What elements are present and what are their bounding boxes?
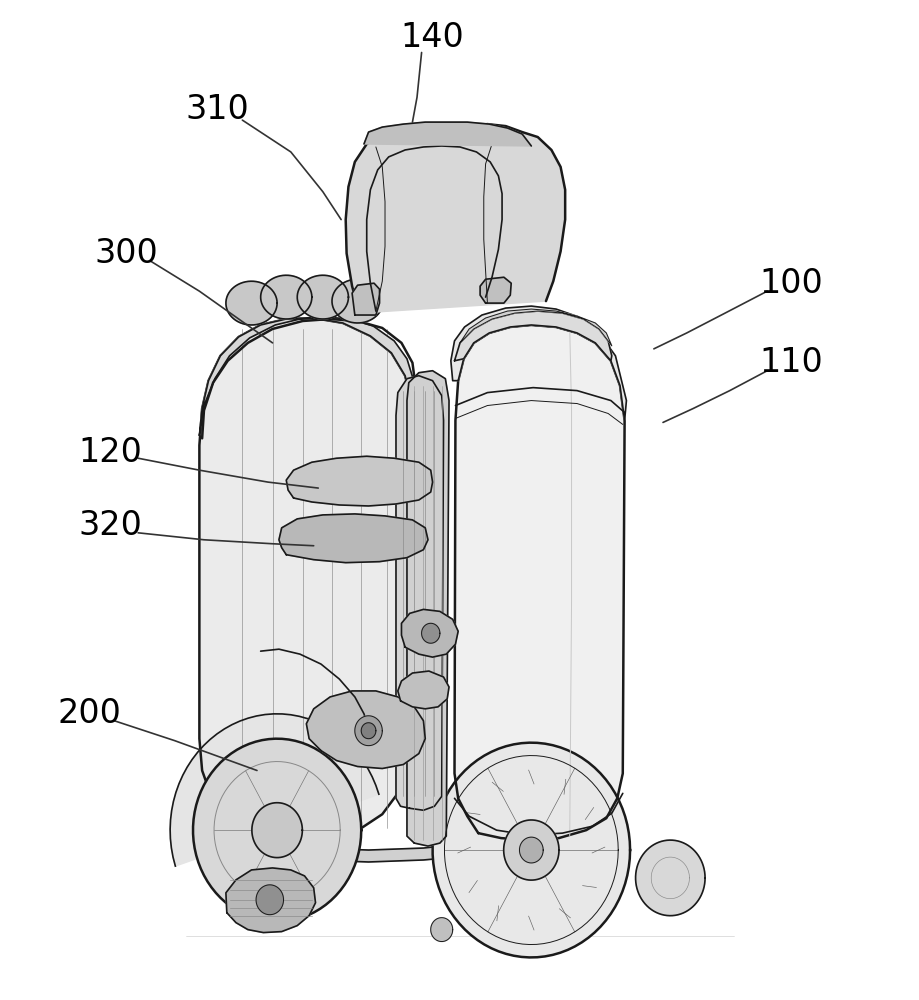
Polygon shape (346, 124, 564, 313)
Polygon shape (199, 318, 415, 838)
Text: 310: 310 (186, 93, 249, 126)
Text: 140: 140 (401, 21, 464, 54)
Polygon shape (430, 918, 452, 942)
Polygon shape (460, 309, 611, 346)
Polygon shape (226, 281, 277, 325)
Text: 110: 110 (758, 346, 822, 379)
Text: 120: 120 (79, 436, 142, 469)
Polygon shape (286, 456, 432, 506)
Polygon shape (3, 3, 916, 997)
Polygon shape (421, 623, 439, 643)
Text: 320: 320 (79, 509, 142, 542)
Polygon shape (364, 122, 531, 146)
Polygon shape (199, 317, 415, 435)
Polygon shape (454, 311, 611, 361)
Polygon shape (503, 820, 559, 880)
Polygon shape (635, 840, 704, 916)
Polygon shape (395, 376, 443, 810)
Polygon shape (661, 843, 686, 876)
Polygon shape (255, 885, 283, 915)
Polygon shape (230, 833, 504, 862)
Polygon shape (397, 671, 448, 709)
Polygon shape (401, 609, 458, 657)
Text: 300: 300 (95, 237, 158, 270)
Polygon shape (450, 306, 626, 420)
Polygon shape (278, 514, 427, 563)
Polygon shape (361, 723, 376, 739)
Polygon shape (170, 714, 379, 866)
Polygon shape (332, 279, 383, 323)
Polygon shape (406, 371, 448, 846)
Polygon shape (454, 325, 624, 840)
Polygon shape (297, 275, 348, 319)
Polygon shape (306, 691, 425, 768)
Polygon shape (432, 743, 630, 957)
Polygon shape (355, 716, 382, 746)
Text: 100: 100 (758, 267, 822, 300)
Text: 200: 200 (58, 697, 121, 730)
Polygon shape (252, 803, 302, 858)
Polygon shape (480, 277, 511, 303)
Polygon shape (352, 283, 380, 315)
Polygon shape (519, 837, 542, 863)
Polygon shape (260, 275, 312, 319)
Polygon shape (193, 739, 361, 922)
Polygon shape (226, 868, 315, 933)
